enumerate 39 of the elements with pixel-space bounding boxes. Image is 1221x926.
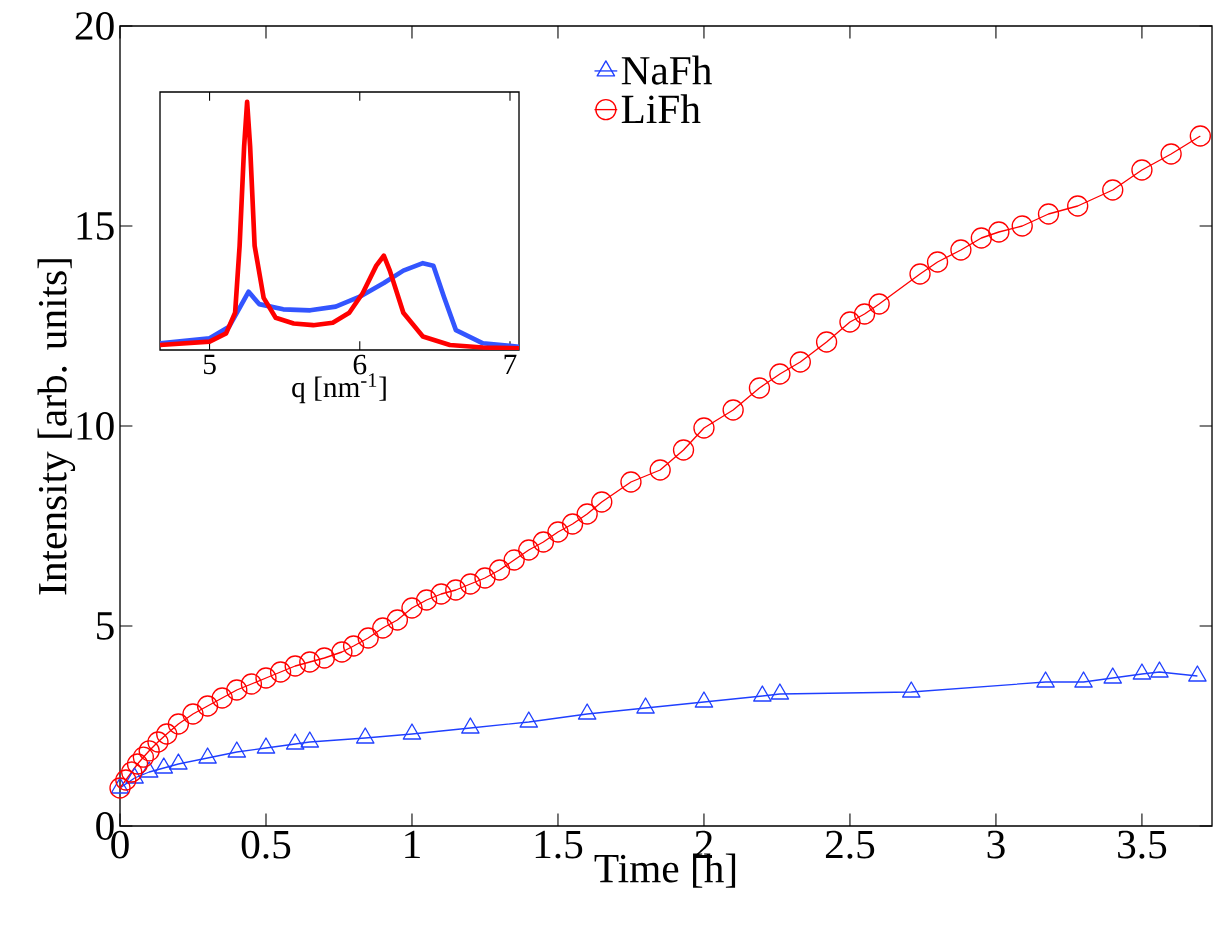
- point: [355, 727, 375, 744]
- point: [1188, 665, 1207, 682]
- y-axis-title: Intensity [arb. units]: [37, 259, 76, 595]
- point: [577, 703, 597, 720]
- point: [256, 737, 276, 754]
- y-tick-label: 20: [75, 12, 114, 40]
- point: [694, 691, 714, 708]
- point: [1036, 671, 1055, 688]
- x-tick-label: 0.5: [241, 830, 291, 859]
- point: [198, 747, 217, 764]
- point: [1074, 671, 1093, 688]
- point: [300, 731, 320, 748]
- y-tick-label: 15: [77, 212, 114, 240]
- point: [519, 711, 539, 728]
- x-tick-label: 2.5: [825, 830, 875, 859]
- x-tick-label: 6: [353, 354, 367, 375]
- point: [169, 753, 188, 770]
- x-tick-label: 3.5: [1118, 830, 1167, 859]
- y-tick-label: 10: [77, 412, 114, 440]
- point: [285, 733, 305, 750]
- point: [1132, 663, 1152, 680]
- point: [901, 681, 921, 698]
- point: [461, 717, 480, 734]
- point: [753, 685, 772, 702]
- point: [636, 697, 655, 714]
- point: [402, 723, 422, 740]
- x-tick-label: 1: [405, 830, 420, 858]
- x-tick-label: 1.5: [535, 830, 583, 859]
- x-tick-label: 5: [203, 354, 216, 375]
- x-tick-label: 7: [504, 354, 517, 374]
- legend-label: NaFh: [621, 55, 712, 85]
- legend-label: LiFh: [621, 94, 701, 123]
- point: [770, 683, 790, 700]
- point: [227, 741, 247, 758]
- point: [1103, 667, 1123, 684]
- x-tick-label: 3: [987, 830, 1005, 859]
- point: [1150, 661, 1169, 678]
- point: [154, 757, 174, 774]
- y-tick-label: 5: [97, 612, 114, 640]
